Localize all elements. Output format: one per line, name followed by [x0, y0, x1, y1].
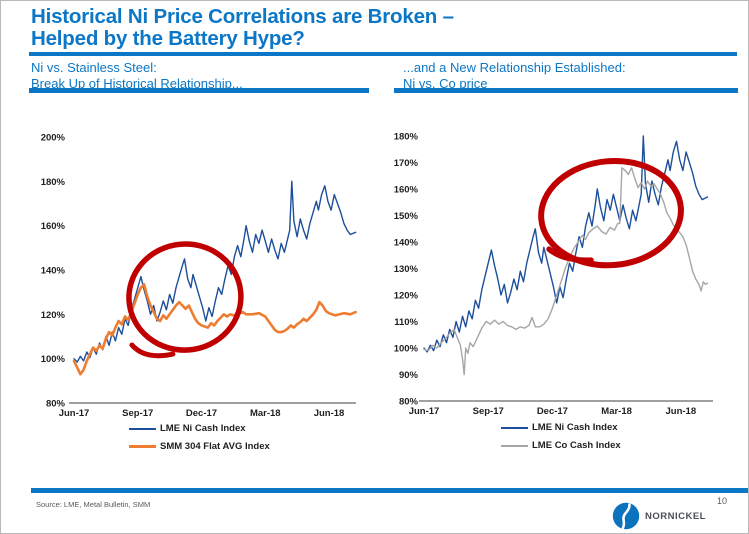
y-axis-tick-label: 140% — [41, 265, 66, 276]
series-line — [423, 167, 709, 376]
y-axis-tick-label: 100% — [41, 354, 66, 365]
footer-divider — [31, 488, 748, 493]
x-axis-tick-label: Jun-18 — [314, 408, 345, 419]
series-line — [72, 283, 357, 376]
series-line — [73, 180, 357, 363]
left-panel-heading-line1: Ni vs. Stainless Steel: — [31, 60, 157, 75]
y-axis-tick-label: 160% — [41, 221, 66, 232]
title-divider — [29, 52, 737, 56]
legend-label: LME Co Cash Index — [532, 440, 621, 451]
legend-item: LME Ni Cash Index — [129, 422, 270, 435]
annotation-ellipse-tail — [546, 246, 594, 263]
right-panel-heading-line2: Ni vs. Co price — [403, 75, 488, 91]
x-axis-tick-label: Sep-17 — [473, 406, 504, 417]
legend-label: LME Ni Cash Index — [532, 422, 618, 433]
legend-label: LME Ni Cash Index — [160, 423, 246, 434]
y-axis-tick-label: 170% — [394, 158, 419, 169]
right-panel-heading: ...and a New Relationship Established: N… — [403, 60, 743, 91]
page-title: Historical Ni Price Correlations are Bro… — [31, 6, 731, 49]
chart-ni-vs-stainless: 80% 100% 120% 140% 160% 180% 200% Jun-17 Sep-17 D… — [41, 132, 357, 419]
x-axis-tick-label: Sep-17 — [122, 408, 153, 419]
page-number: 10 — [717, 496, 728, 506]
brand-logo: NORNICKEL — [611, 499, 721, 533]
annotation-ellipse-tail — [129, 342, 176, 359]
legend-line-swatch — [501, 426, 528, 429]
x-axis-tick-label: Jun-17 — [59, 408, 90, 419]
legend-line-swatch — [129, 427, 156, 430]
x-axis-tick-label: Mar-18 — [250, 408, 281, 419]
y-axis-tick-label: 200% — [41, 132, 66, 143]
y-axis-tick-label: 160% — [394, 185, 419, 196]
y-axis-tick-label: 120% — [394, 291, 419, 302]
legend-line-swatch — [129, 445, 156, 448]
y-axis-tick-label: 130% — [394, 264, 419, 275]
y-axis-tick-label: 80% — [46, 399, 66, 410]
page-title-line2: Helped by the Battery Hype? — [31, 26, 305, 50]
y-axis-tick-label: 140% — [394, 238, 419, 249]
legend-item: LME Co Cash Index — [501, 439, 621, 452]
legend-item: SMM 304 Flat AVG Index — [129, 440, 270, 453]
chart-ni-vs-co: 80% 90% 100% 110% 120% 130% 140% 150% 160% 170% 18… — [394, 132, 713, 417]
y-axis-tick-label: 90% — [399, 370, 419, 381]
y-axis-tick-label: 180% — [41, 177, 66, 188]
legend-line-swatch — [501, 444, 528, 447]
x-axis-tick-label: Mar-18 — [601, 406, 632, 417]
legend-item: LME Ni Cash Index — [501, 421, 621, 434]
left-heading-divider — [29, 88, 369, 93]
annotation-ellipse — [126, 241, 244, 353]
right-chart-legend: LME Ni Cash Index LME Co Cash Index — [501, 421, 621, 452]
y-axis-tick-label: 110% — [394, 317, 418, 328]
y-axis-tick-label: 80% — [399, 397, 419, 408]
left-panel-heading: Ni vs. Stainless Steel: Break Up of Hist… — [31, 60, 371, 91]
series-line — [423, 135, 709, 353]
page-title-line1: Historical Ni Price Correlations are Bro… — [31, 5, 454, 28]
right-panel-heading-line1: ...and a New Relationship Established: — [403, 60, 626, 75]
y-axis-tick-label: 120% — [41, 310, 66, 321]
x-axis-tick-label: Dec-17 — [186, 408, 217, 419]
source-note: Source: LME, Metal Bulletin, SMM — [36, 500, 151, 509]
brand-name: NORNICKEL — [645, 510, 706, 522]
y-axis-tick-label: 180% — [394, 132, 419, 143]
legend-label: SMM 304 Flat AVG Index — [160, 441, 270, 452]
y-axis-tick-label: 150% — [394, 211, 419, 222]
x-axis-tick-label: Dec-17 — [537, 406, 568, 417]
left-panel-heading-line2: Break Up of Historical Relationship... — [31, 75, 243, 91]
annotation-ellipse — [538, 157, 684, 269]
right-heading-divider — [394, 88, 738, 93]
left-chart-legend: LME Ni Cash Index SMM 304 Flat AVG Index — [129, 422, 270, 453]
y-axis-tick-label: 100% — [394, 344, 419, 355]
x-axis-tick-label: Jun-18 — [665, 406, 696, 417]
nornickel-logo-icon — [612, 502, 640, 530]
x-axis-tick-label: Jun-17 — [409, 406, 440, 417]
